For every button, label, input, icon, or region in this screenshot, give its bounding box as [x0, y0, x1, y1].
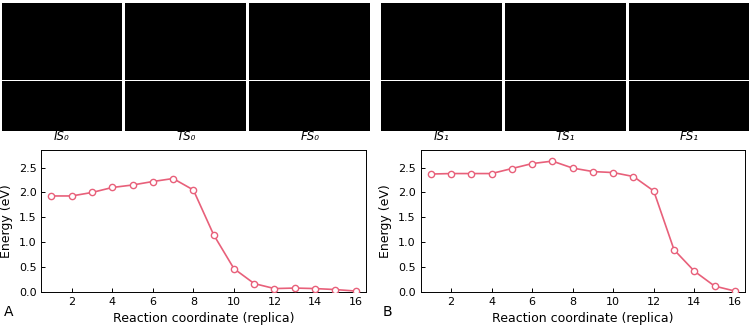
Y-axis label: Energy (eV): Energy (eV)	[0, 184, 13, 258]
Text: B: B	[383, 305, 393, 319]
Text: IS₀: IS₀	[54, 130, 70, 143]
Text: TS₁: TS₁	[556, 130, 575, 143]
X-axis label: Reaction coordinate (replica): Reaction coordinate (replica)	[113, 313, 294, 325]
Text: TS₀: TS₀	[176, 130, 195, 143]
Text: FS₀: FS₀	[300, 130, 319, 143]
Text: FS₁: FS₁	[680, 130, 698, 143]
Text: IS₁: IS₁	[433, 130, 449, 143]
Text: A: A	[4, 305, 14, 319]
X-axis label: Reaction coordinate (replica): Reaction coordinate (replica)	[492, 313, 674, 325]
Y-axis label: Energy (eV): Energy (eV)	[379, 184, 392, 258]
